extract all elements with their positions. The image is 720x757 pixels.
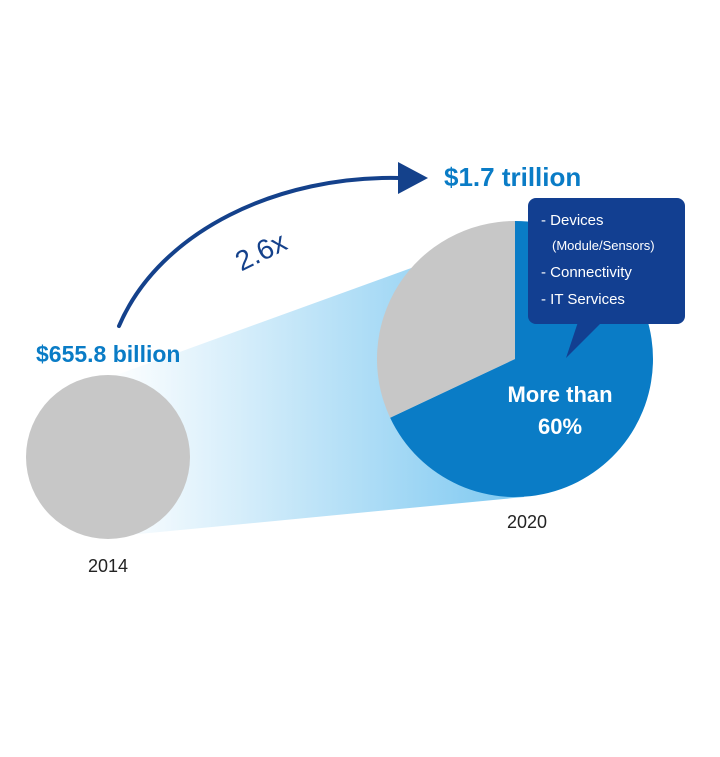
highlight-slice-label: More than 60% bbox=[507, 382, 612, 439]
year-label-2014: 2014 bbox=[88, 556, 128, 576]
growth-arrow-head bbox=[398, 162, 428, 194]
callout-item-connectivity: - Connectivity bbox=[541, 264, 632, 281]
growth-arrow bbox=[117, 175, 402, 328]
callout-item-devices-detail: (Module/Sensors) bbox=[552, 238, 655, 253]
pie-slice-rest bbox=[377, 221, 515, 418]
value-label-2014: $655.8 billion bbox=[36, 341, 180, 367]
callout-pointer bbox=[566, 322, 602, 358]
callout-box bbox=[528, 198, 685, 324]
year-label-2020: 2020 bbox=[507, 512, 547, 532]
highlight-slice-label-line: 60% bbox=[538, 414, 582, 439]
highlight-slice-label-line: More than bbox=[507, 382, 612, 407]
growth-multiplier-label: 2.6x bbox=[230, 226, 291, 277]
callout-item-it-services: - IT Services bbox=[541, 291, 625, 308]
pie-2014 bbox=[26, 375, 190, 539]
value-label-2020: $1.7 trillion bbox=[444, 162, 581, 192]
callout-item-devices: - Devices bbox=[541, 212, 604, 229]
segment-callout: - Devices (Module/Sensors) - Connectivit… bbox=[528, 198, 685, 358]
